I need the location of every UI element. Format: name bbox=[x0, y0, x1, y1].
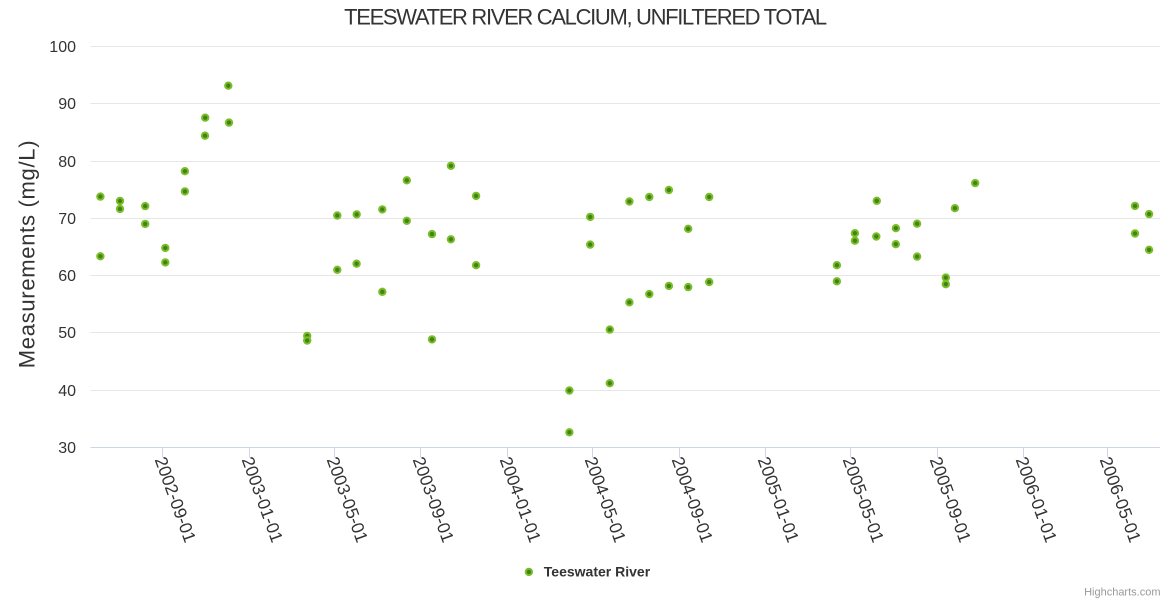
svg-text:Measurements (mg/L): Measurements (mg/L) bbox=[15, 140, 40, 368]
svg-text:30: 30 bbox=[58, 440, 76, 457]
svg-text:50: 50 bbox=[58, 325, 76, 342]
svg-text:40: 40 bbox=[58, 383, 76, 400]
svg-text:70: 70 bbox=[58, 211, 76, 228]
svg-text:TEESWATER RIVER CALCIUM, UNFIL: TEESWATER RIVER CALCIUM, UNFILTERED TOTA… bbox=[344, 4, 827, 29]
svg-text:Highcharts.com: Highcharts.com bbox=[1084, 587, 1160, 599]
svg-text:60: 60 bbox=[58, 268, 76, 285]
svg-text:Teeswater River: Teeswater River bbox=[544, 564, 651, 580]
svg-text:90: 90 bbox=[58, 96, 76, 113]
svg-text:100: 100 bbox=[49, 39, 76, 56]
svg-text:80: 80 bbox=[58, 154, 76, 171]
